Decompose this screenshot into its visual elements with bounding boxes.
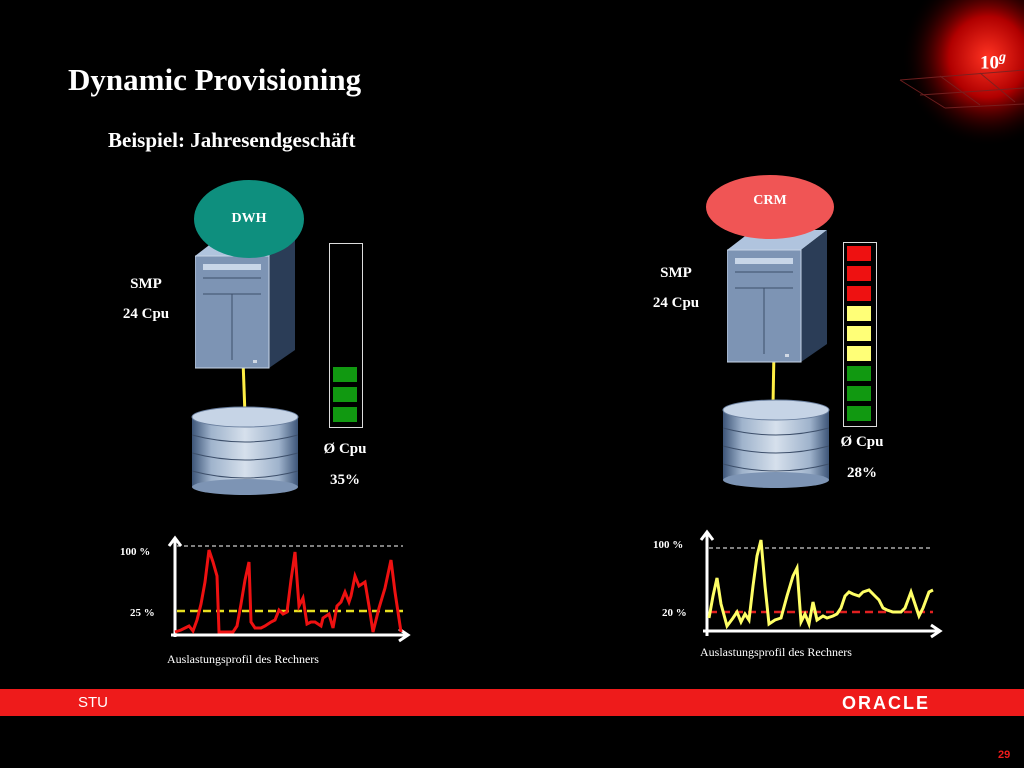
utilization-line — [174, 549, 403, 635]
server-cpu-label: 24 Cpu — [652, 295, 700, 311]
meter-cell — [333, 367, 357, 382]
utilization-chart — [167, 535, 411, 643]
meter-cell — [847, 366, 871, 381]
meter-cell — [847, 406, 871, 421]
avg-cpu-label: Ø Cpu — [323, 441, 367, 457]
crm-oval: CRM — [706, 175, 834, 239]
chart-caption: Auslastungsprofil des Rechners — [167, 652, 319, 666]
meter-cell — [847, 386, 871, 401]
avg-cpu-value: 35% — [330, 472, 360, 488]
oracle-logo: ORACLE — [842, 693, 930, 713]
chart-max-label: 100 % — [120, 546, 151, 558]
right-panel: CRM SMP 24 Cpu Ø Cpu 28% 100 % 20 % Ausl… — [652, 175, 943, 659]
header-decoration — [880, 0, 1024, 150]
server-type-label: SMP — [130, 276, 162, 292]
utilization-line — [707, 539, 934, 630]
y-axis-arrow — [699, 529, 715, 541]
meter-cell — [333, 407, 357, 422]
footer-left-text: STU — [78, 694, 108, 711]
chart-caption: Auslastungsprofil des Rechners — [700, 645, 852, 659]
utilization-chart — [699, 529, 943, 639]
chart-max-label: 100 % — [653, 539, 684, 551]
database-icon — [191, 406, 299, 495]
connector-line — [241, 360, 247, 416]
y-axis-arrow — [167, 535, 183, 547]
slide-subtitle: Beispiel: Jahresendgeschäft — [108, 128, 356, 152]
meter-cell — [847, 326, 871, 341]
x-axis-arrow — [930, 623, 943, 639]
meter-cell — [847, 246, 871, 261]
meter-cell — [847, 286, 871, 301]
server-cpu-label: 24 Cpu — [122, 306, 170, 322]
meter-cell — [847, 266, 871, 281]
server-icon — [727, 230, 827, 363]
chart-ref-label: 20 % — [662, 607, 687, 619]
meter-cell — [333, 387, 357, 402]
dwh-oval: DWH — [194, 180, 304, 258]
avg-cpu-value: 28% — [847, 465, 877, 481]
footer-bar: STU ORACLE — [0, 689, 1024, 716]
server-type-label: SMP — [660, 265, 692, 281]
avg-cpu-label: Ø Cpu — [840, 434, 884, 450]
left-panel: DWH SMP 24 Cpu Ø Cpu 35% 100 % 25 % Ausl… — [0, 0, 512, 680]
meter-cell — [847, 346, 871, 361]
cpu-meter — [843, 242, 877, 427]
oracle-10g-logo: 10g — [980, 50, 1006, 74]
slide-title: Dynamic Provisioning — [68, 62, 362, 97]
cpu-meter — [329, 243, 363, 428]
database-icon — [722, 399, 830, 488]
chart-ref-label: 25 % — [130, 607, 155, 619]
meter-cell — [847, 306, 871, 321]
page-number: 29 — [998, 749, 1011, 761]
